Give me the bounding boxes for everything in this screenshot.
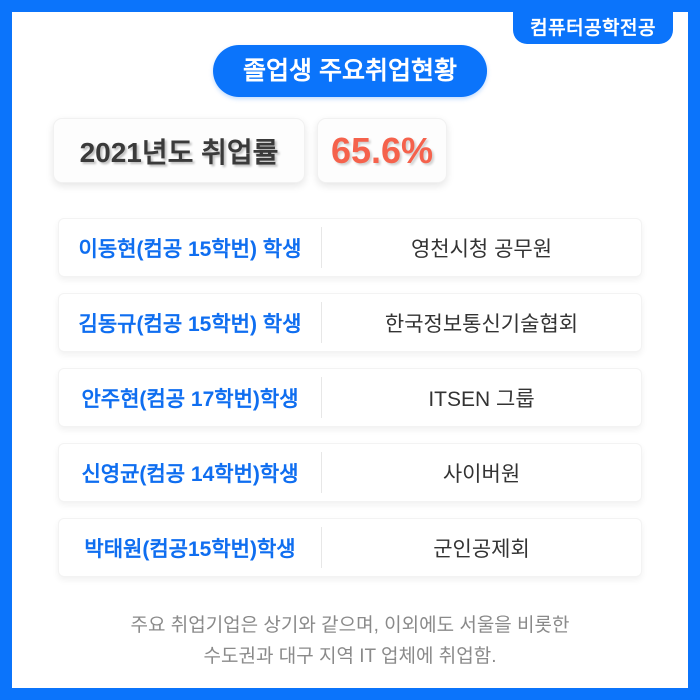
page-title-label: 졸업생 주요취업현황 xyxy=(243,57,457,85)
employment-row: 이동현(컴공 15학번) 학생 영천시청 공무원 xyxy=(58,218,642,277)
page-title: 졸업생 주요취업현황 xyxy=(213,45,487,97)
student-name: 안주현(컴공 17학번)학생 xyxy=(81,387,299,411)
row-divider xyxy=(321,377,322,418)
employer-name: 영천시청 공무원 xyxy=(410,237,553,261)
row-divider xyxy=(321,302,322,343)
row-divider xyxy=(321,527,322,568)
employment-rate-value-box: 65.6% xyxy=(317,118,447,183)
student-name: 이동현(컴공 15학번) 학생 xyxy=(78,237,302,261)
employment-list: 이동현(컴공 15학번) 학생 영천시청 공무원 김동규(컴공 15학번) 학생… xyxy=(58,218,642,577)
employment-rate-value: 65.6% xyxy=(330,129,434,171)
student-name: 김동규(컴공 15학번) 학생 xyxy=(78,312,302,336)
employer-name: ITSEN 그룹 xyxy=(428,387,535,411)
employment-row: 신영균(컴공 14학번)학생 사이버원 xyxy=(58,443,642,502)
employment-rate-label-box: 2021년도 취업률 xyxy=(53,118,305,183)
student-name: 박태원(컴공15학번)학생 xyxy=(84,537,296,561)
major-badge: 컴퓨터공학전공 xyxy=(513,0,673,44)
footnote: 주요 취업기업은 상기와 같으며, 이외에도 서울을 비롯한 수도권과 대구 지… xyxy=(12,610,688,672)
employer-name: 한국정보통신기술협회 xyxy=(384,312,579,336)
employer-name: 군인공제회 xyxy=(433,537,530,561)
employer-name: 사이버원 xyxy=(442,462,521,486)
employment-row: 안주현(컴공 17학번)학생 ITSEN 그룹 xyxy=(58,368,642,427)
employment-row: 박태원(컴공15학번)학생 군인공제회 xyxy=(58,518,642,577)
employment-row: 김동규(컴공 15학번) 학생 한국정보통신기술협회 xyxy=(58,293,642,352)
row-divider xyxy=(321,452,322,493)
student-name: 신영균(컴공 14학번)학생 xyxy=(81,462,299,486)
footnote-line-2: 수도권과 대구 지역 IT 업체에 취업함. xyxy=(203,646,497,667)
employment-rate-label: 2021년도 취업률 xyxy=(79,136,279,168)
row-divider xyxy=(321,227,322,268)
major-badge-label: 컴퓨터공학전공 xyxy=(530,17,656,39)
footnote-line-1: 주요 취업기업은 상기와 같으며, 이외에도 서울을 비롯한 xyxy=(130,615,570,636)
